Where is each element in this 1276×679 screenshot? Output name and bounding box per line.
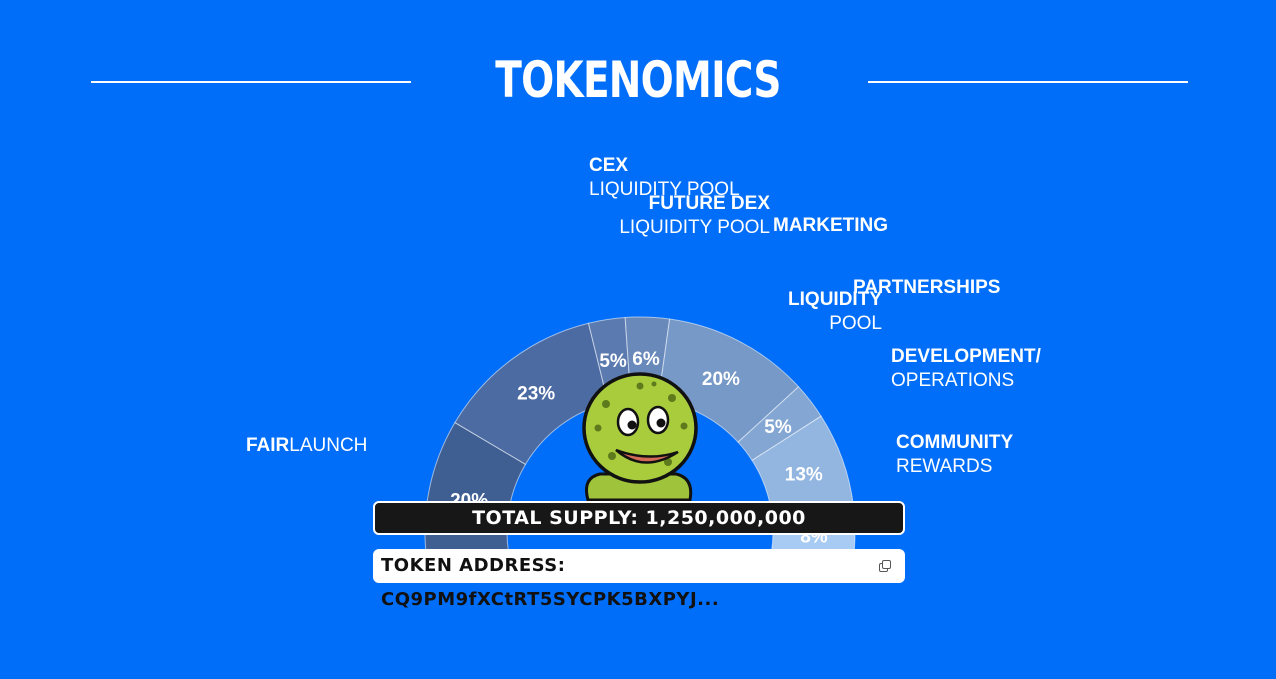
page-title: TOKENOMICS <box>495 51 781 109</box>
category-label-5: PARTNERSHIPS <box>853 277 1001 298</box>
category-label-6: DEVELOPMENT/OPERATIONS <box>891 346 1041 391</box>
token-address-text: TOKEN ADDRESS: CQ9PM9fXCtRT5SYCPK5BXPYJ.… <box>381 555 720 610</box>
total-supply-banner: TOTAL SUPPLY: 1,250,000,000 <box>373 501 905 535</box>
category-label-7: COMMUNITY REWARDS <box>896 432 1014 477</box>
slice-value-label-5: 5% <box>764 417 792 438</box>
slice-value-label-1: 23% <box>517 383 555 404</box>
category-label-2: FUTURE DEX LIQUIDITY POOL <box>619 193 770 238</box>
category-label-3: CEX LIQUIDITY POOL <box>589 155 740 200</box>
slice-value-label-6: 13% <box>785 464 823 485</box>
category-label-4: MARKETING <box>773 215 889 236</box>
pickle-mascot-icon <box>582 372 698 502</box>
slice-value-label-2: 5% <box>599 351 627 372</box>
category-label-1: LIQUIDITY POOL <box>788 289 882 334</box>
slice-value-label-4: 20% <box>702 369 740 390</box>
title-rule-left <box>91 81 411 83</box>
slice-value-label-3: 6% <box>632 349 660 370</box>
category-label-0: FAIRLAUNCH <box>246 435 368 456</box>
copy-icon[interactable] <box>879 560 891 572</box>
token-address-field[interactable]: TOKEN ADDRESS: CQ9PM9fXCtRT5SYCPK5BXPYJ.… <box>373 549 905 610</box>
title-rule-right <box>868 81 1188 83</box>
